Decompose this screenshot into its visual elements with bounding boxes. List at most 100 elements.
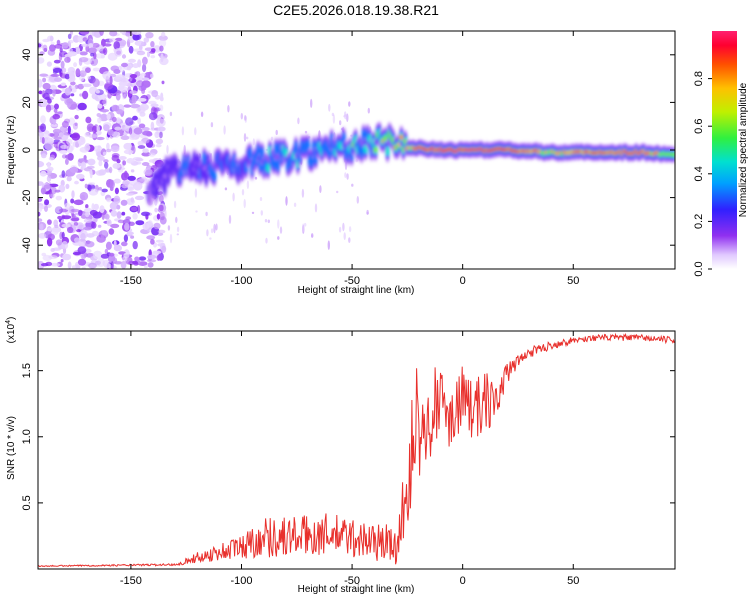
noise-blob <box>157 126 166 132</box>
noise-blob <box>157 243 165 247</box>
noise-blob <box>173 200 177 209</box>
noise-blob <box>87 76 91 80</box>
x-tick-label: 50 <box>567 575 579 587</box>
noise-blob <box>97 103 103 109</box>
noise-blob <box>159 39 167 48</box>
noise-blob <box>61 231 65 239</box>
noise-blob <box>74 237 80 243</box>
noise-blob <box>82 83 92 88</box>
noise-blob <box>77 102 87 111</box>
noise-blob <box>68 39 74 44</box>
noise-blob <box>114 187 119 195</box>
noise-blob <box>60 259 64 263</box>
noise-blob <box>331 112 335 117</box>
noise-blob <box>141 77 150 81</box>
ridge-cell <box>265 163 271 173</box>
noise-blob <box>88 47 97 54</box>
ridge-cell <box>212 168 217 182</box>
noise-blob <box>113 244 122 252</box>
noise-blob <box>77 35 85 43</box>
noise-blob <box>210 228 214 234</box>
snr-y-axis-label: SNR (10 * v/v) <box>6 416 17 480</box>
noise-blob <box>130 103 141 109</box>
noise-blob <box>113 178 121 184</box>
noise-blob <box>252 138 255 146</box>
snr-panel: -150 -100 -50 0 50 0.5 1.0 1.5 Height of strai… <box>5 317 676 595</box>
noise-blob <box>60 144 69 149</box>
noise-blob <box>310 98 313 108</box>
noise-blob <box>59 132 69 141</box>
noise-blob <box>351 183 354 187</box>
noise-blob <box>41 153 47 159</box>
snr-x-ticks: -150 -100 -50 0 50 <box>120 331 579 587</box>
noise-blob <box>270 136 274 141</box>
noise-blob <box>254 176 258 180</box>
ridge-cell <box>373 146 378 153</box>
noise-blob <box>246 180 250 189</box>
spectrogram-x-axis-label: Height of straight line (km) <box>298 285 415 296</box>
noise-blob <box>77 258 87 266</box>
noise-blob <box>232 192 235 202</box>
noise-blob <box>73 199 84 206</box>
noise-blob <box>68 48 73 52</box>
ridge-cell <box>671 152 675 157</box>
noise-blob <box>134 195 145 201</box>
noise-blob <box>78 209 83 217</box>
noise-blob <box>115 74 125 80</box>
noise-blob <box>227 105 230 113</box>
noise-blob <box>48 166 54 172</box>
noise-blob <box>243 133 247 142</box>
noise-blob <box>136 80 144 88</box>
noise-blob <box>42 38 50 43</box>
noise-blob <box>123 93 127 99</box>
noise-blob <box>46 175 52 182</box>
noise-blob <box>137 117 142 125</box>
noise-blob <box>228 214 232 224</box>
noise-blob <box>120 199 128 206</box>
noise-blob <box>99 109 110 113</box>
noise-blob <box>116 117 121 124</box>
noise-blob <box>130 206 138 212</box>
y-tick-label: 40 <box>21 49 33 61</box>
noise-blob <box>44 142 54 151</box>
noise-blob <box>143 265 148 269</box>
noise-blob <box>67 33 72 40</box>
noise-blob <box>38 43 42 48</box>
noise-blob <box>41 137 45 144</box>
noise-blob <box>103 262 112 269</box>
y-tick-label: 1.0 <box>21 429 33 444</box>
noise-blob <box>42 130 51 140</box>
noise-blob <box>46 237 53 247</box>
noise-blob <box>97 145 101 149</box>
noise-blob <box>160 53 164 63</box>
noise-blob <box>111 131 121 138</box>
noise-blob <box>85 67 91 73</box>
noise-blob <box>265 148 269 152</box>
ridge-cell <box>305 139 310 153</box>
ridge <box>146 121 675 207</box>
noise-blob <box>106 113 111 120</box>
noise-blob <box>104 168 111 173</box>
y-tick-label: 0.5 <box>21 495 33 510</box>
noise-blob <box>110 223 120 229</box>
noise-blob <box>39 223 44 231</box>
noise-blob <box>80 232 86 242</box>
noise-blob <box>79 93 83 97</box>
noise-blob <box>104 82 114 90</box>
noise-blob <box>319 185 322 194</box>
noise-blob <box>350 134 353 137</box>
noise-blob <box>128 221 135 226</box>
noise-blob <box>154 131 160 139</box>
noise-blob <box>123 131 127 136</box>
noise-blob <box>59 47 63 53</box>
noise-blob <box>146 131 153 137</box>
x-tick-label: -150 <box>120 275 142 287</box>
noise-blob <box>311 233 314 238</box>
noise-blob <box>151 48 156 53</box>
noise-blob <box>348 101 351 107</box>
noise-blob <box>137 145 146 149</box>
noise-blob <box>38 181 44 186</box>
noise-blob <box>55 239 63 246</box>
x-tick-label: -150 <box>120 575 142 587</box>
